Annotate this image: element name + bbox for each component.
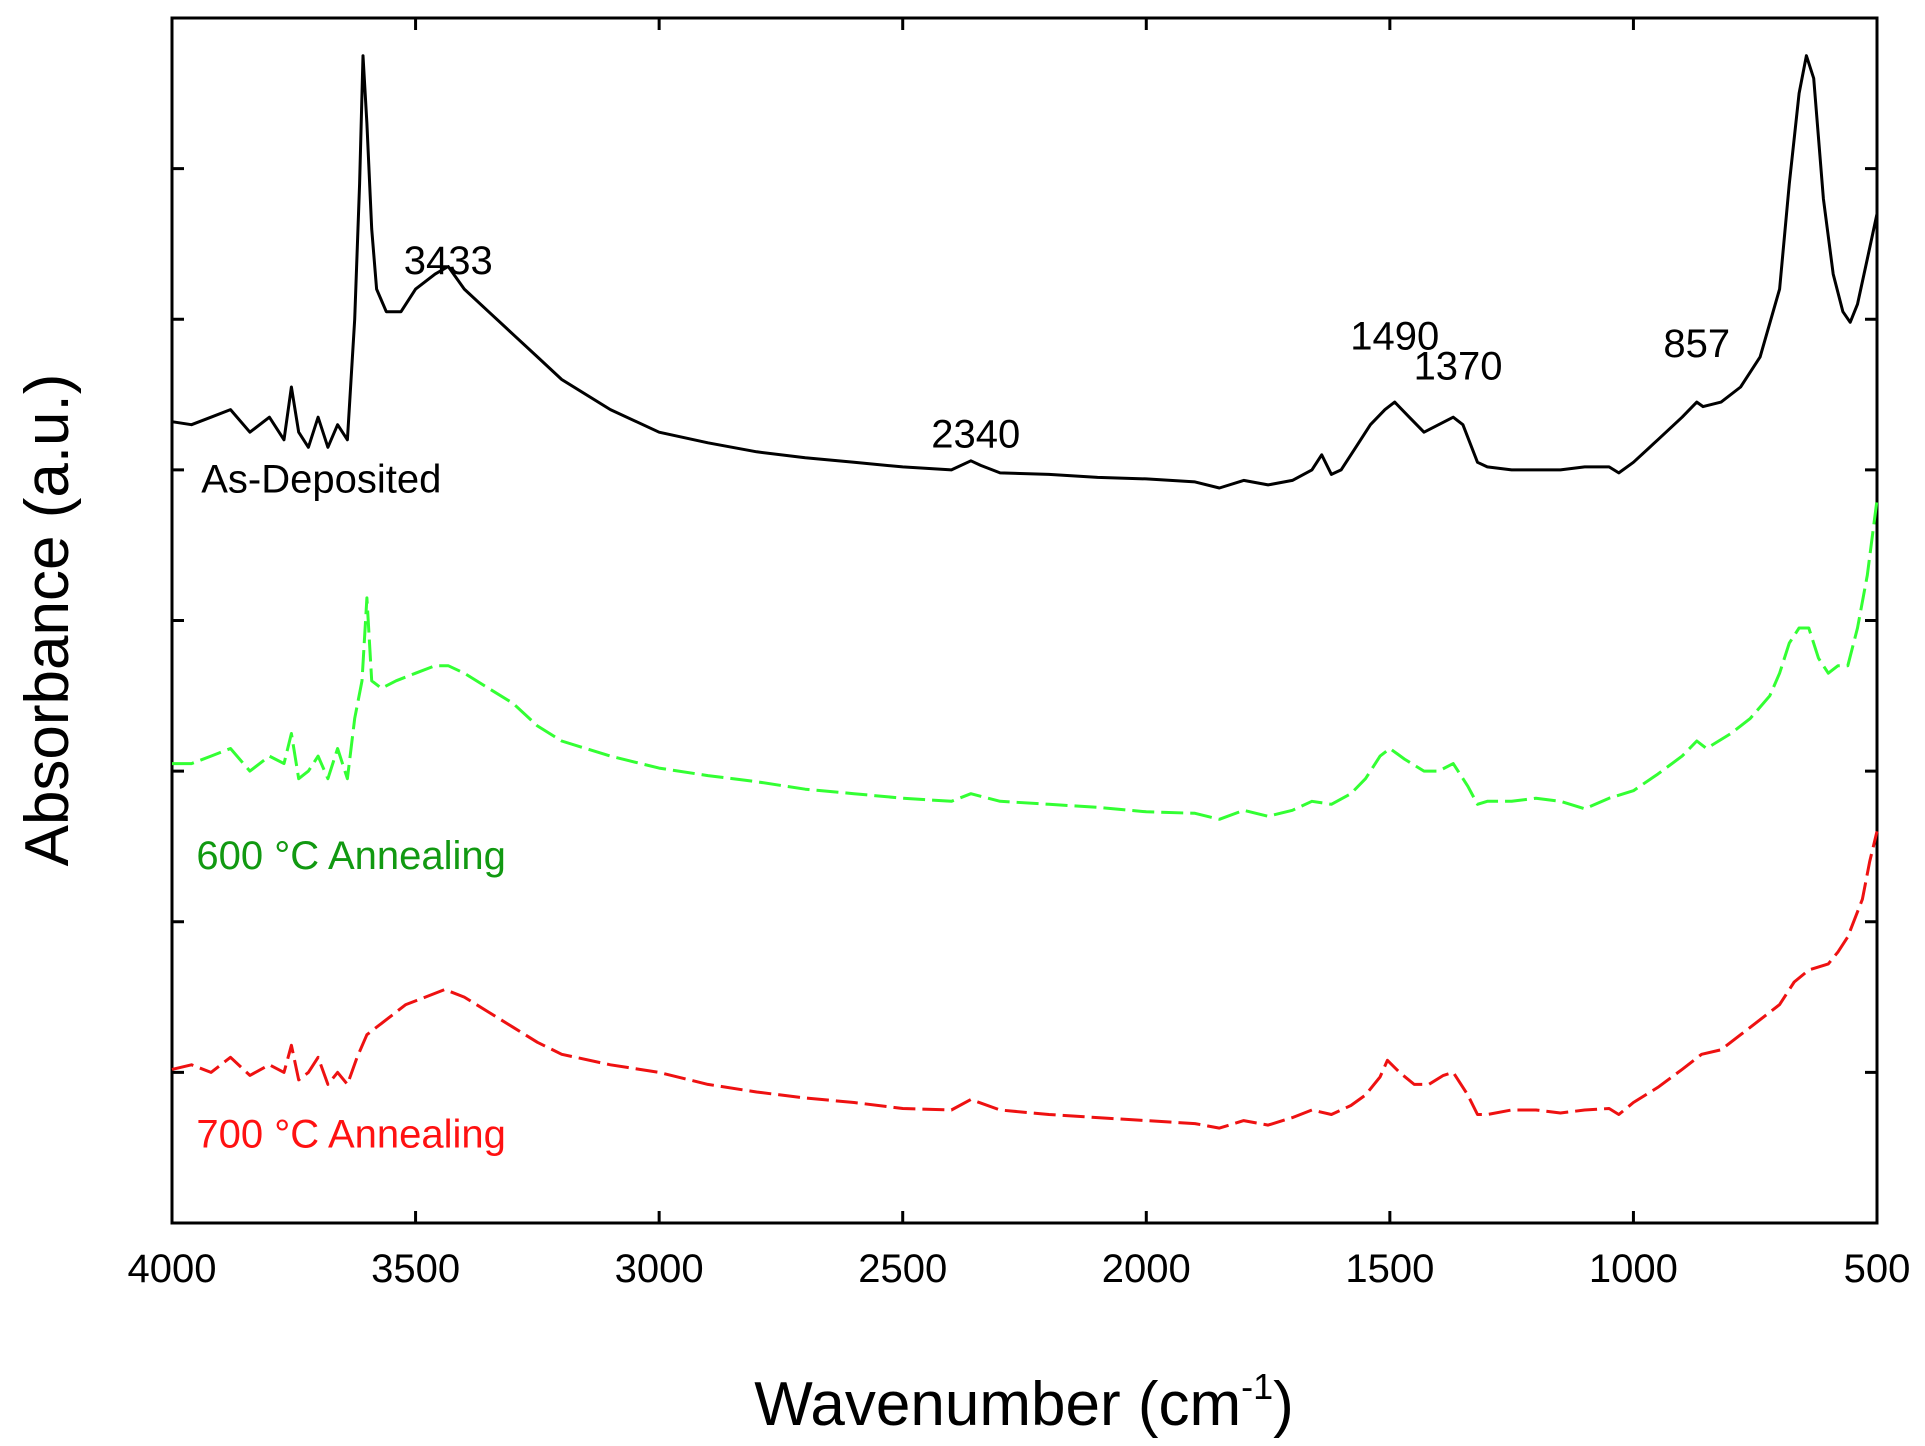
series-labels: As-Deposited 600 °C Annealing 700 °C Annea… xyxy=(196,457,506,1156)
peak-label-1370: 1370 xyxy=(1414,345,1503,389)
tick-layer: 4000 3500 3000 2500 2000 1500 1000 500 xyxy=(128,16,1911,1291)
series-line-3 xyxy=(171,831,1879,1130)
series-line-1 xyxy=(171,54,1879,490)
x-tick-label: 1500 xyxy=(1345,1247,1434,1291)
peak-labels: 36083433234014901370857645 xyxy=(404,239,1730,456)
peak-label-2340: 2340 xyxy=(931,412,1020,456)
series-line-2 xyxy=(172,499,1879,821)
x-axis-title: Wavenumber (cm-1) xyxy=(754,1366,1294,1439)
x-axis-title-main: Wavenumber (cm xyxy=(754,1370,1241,1439)
x-tick-label: 3000 xyxy=(615,1247,704,1291)
series-label-2: 600 °C Annealing xyxy=(196,834,506,878)
series-label-3: 700 °C Annealing xyxy=(196,1113,506,1157)
x-axis-title-sup: -1 xyxy=(1241,1366,1273,1407)
peak-label-1490: 1490 xyxy=(1350,314,1439,358)
peak-label-857: 857 xyxy=(1663,322,1730,366)
peak-label-3433: 3433 xyxy=(404,239,493,283)
x-tick-label: 500 xyxy=(1844,1247,1911,1291)
x-tick-label: 4000 xyxy=(128,1247,217,1291)
x-tick-label: 3500 xyxy=(371,1247,460,1291)
plot-frame xyxy=(170,16,1879,1225)
series-layer xyxy=(171,54,1879,1130)
y-axis-title: Absorbance (a.u.) xyxy=(13,374,82,867)
series-label-1: As-Deposited xyxy=(201,457,441,501)
x-tick-label: 2500 xyxy=(858,1247,947,1291)
x-tick-label: 2000 xyxy=(1102,1247,1191,1291)
x-tick-label: 1000 xyxy=(1589,1247,1678,1291)
x-axis-title-close: ) xyxy=(1273,1370,1294,1439)
